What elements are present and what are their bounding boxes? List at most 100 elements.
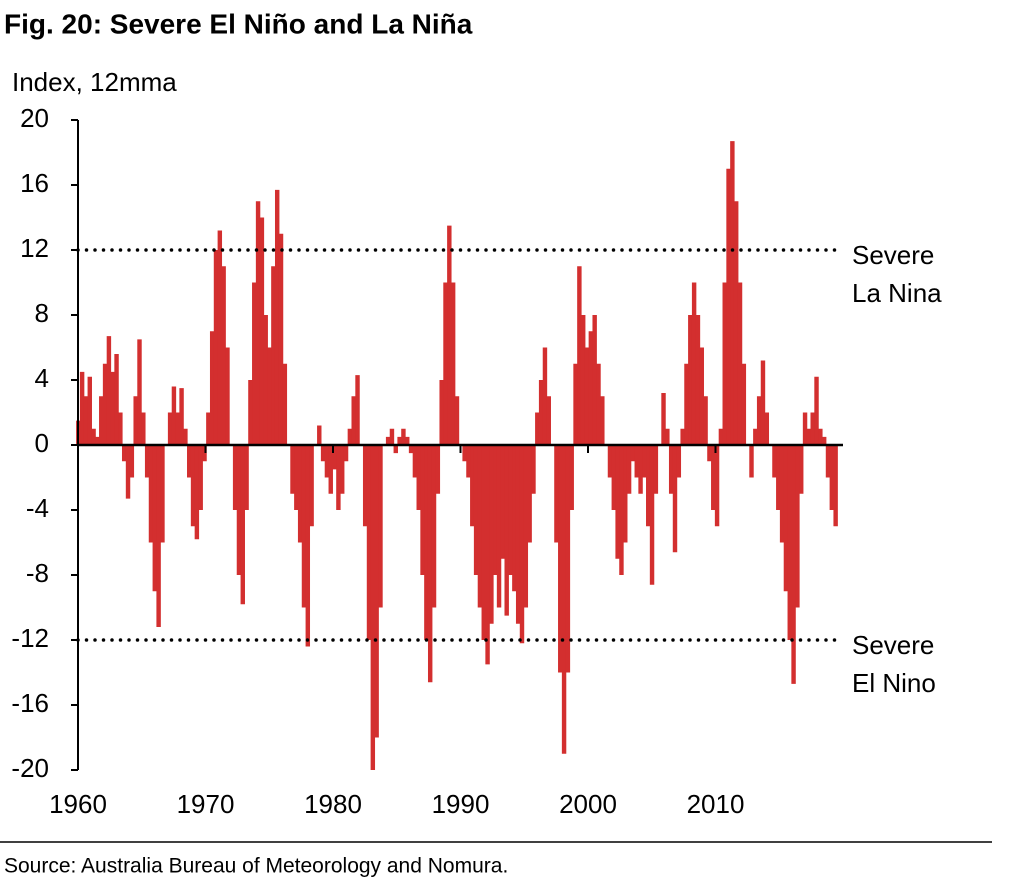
y-axis-label: Index, 12mma [12,67,177,97]
x-tick-label: 1970 [177,789,235,819]
bar [252,282,257,445]
bar [646,445,651,527]
bar [818,428,823,445]
bar [661,393,666,445]
bar [776,445,781,510]
bar [814,376,819,445]
bar [470,445,475,527]
bar [500,445,506,559]
bar [542,347,548,445]
bar [508,445,513,575]
y-tick-label: -4 [26,493,49,523]
bar [439,380,444,445]
bar [512,445,517,592]
bar [496,445,502,608]
bar [332,445,337,470]
bar [213,250,219,445]
bar [577,266,582,445]
bar [370,445,376,770]
bar [634,445,639,478]
bar [619,445,624,575]
bar [707,445,712,462]
bar [523,445,529,608]
bar [569,445,574,510]
bar [309,445,314,527]
bar [137,339,142,445]
bar [642,445,647,478]
bar [779,445,785,543]
bar [688,315,693,445]
bar [320,445,326,462]
bar [787,445,792,640]
x-tick-label: 2010 [687,789,745,819]
bar [194,445,200,540]
bar [626,445,632,494]
bar [317,425,322,445]
bar [638,445,643,494]
bar [221,266,226,445]
bar [615,445,620,559]
reference-label: Severe [852,630,934,660]
y-tick-label: 20 [20,103,49,133]
bar [408,445,414,454]
bar [102,363,108,445]
bar [405,436,410,445]
bar [144,445,150,478]
bar [290,445,295,494]
bar [424,445,429,640]
y-tick-label: -20 [11,753,49,783]
bar [328,445,333,494]
reference-label: Severe [852,240,934,270]
bar [187,445,192,478]
bar [374,445,379,738]
bar [473,445,479,575]
x-tick-label: 2000 [559,789,617,819]
bar [726,168,731,445]
bar [810,412,815,445]
bar [267,347,272,445]
bar [711,445,716,510]
bar [733,201,739,445]
bar [118,412,123,445]
bar [561,445,567,754]
y-tick-label: 8 [35,298,49,328]
y-tick-label: 0 [35,428,49,458]
bar [821,436,827,445]
reference-label: La Nina [852,278,942,308]
x-tick-label: 1980 [304,789,362,819]
bar [420,445,425,575]
bar [202,445,207,462]
bar [703,396,708,445]
bar [209,331,215,445]
y-tick-label: -8 [26,558,49,588]
bar [596,363,601,445]
bar [737,282,743,445]
bar [297,445,303,543]
bar [183,428,188,445]
bar [83,396,89,445]
bar [538,380,544,445]
bar [294,445,299,510]
bar [462,445,467,462]
bar [217,230,223,445]
bar [362,445,368,527]
bar [393,445,398,454]
bar [764,412,770,445]
bar [691,282,697,445]
x-tick-label: 1960 [49,789,107,819]
bar [527,445,532,543]
bar [99,396,104,445]
bar [649,445,655,585]
bar [588,331,594,445]
bar [435,445,441,494]
bar [515,445,521,624]
bar [259,217,265,445]
bar [121,445,127,462]
bar [175,412,180,445]
y-tick-label: 12 [20,233,49,263]
bar [340,445,345,494]
bar [718,428,724,445]
bar [489,445,494,624]
bar [695,315,701,445]
